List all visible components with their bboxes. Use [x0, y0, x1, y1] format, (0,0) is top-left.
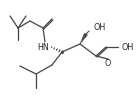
Text: OH: OH — [93, 23, 105, 32]
Polygon shape — [80, 33, 87, 44]
Text: O: O — [105, 58, 111, 68]
Text: HN: HN — [37, 42, 49, 52]
Text: OH: OH — [122, 42, 134, 52]
